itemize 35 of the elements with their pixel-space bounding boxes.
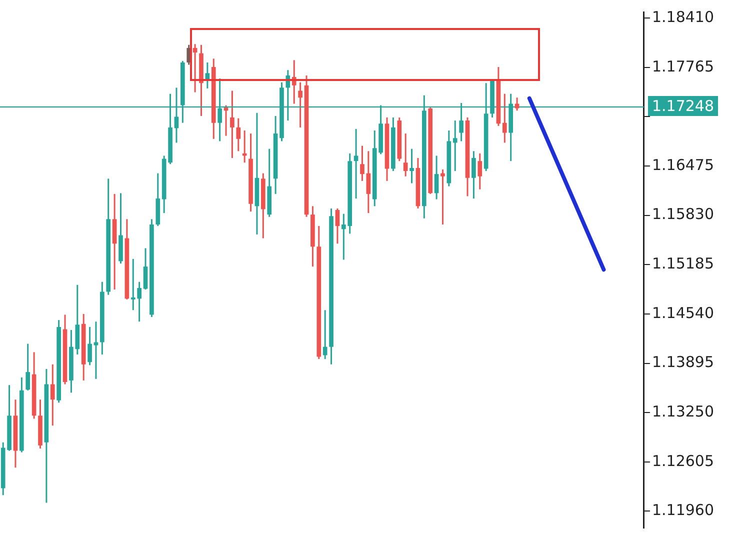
y-tick-label: 1.13250 xyxy=(652,402,714,420)
candlestick xyxy=(26,343,30,392)
candlestick xyxy=(242,130,247,164)
y-tick-label: 1.17765 xyxy=(652,57,714,76)
candlestick xyxy=(360,145,364,182)
candlestick xyxy=(50,364,55,426)
y-tick-label: 1.13895 xyxy=(652,353,714,372)
y-tick-label: 1.11960 xyxy=(652,501,714,520)
candlestick xyxy=(236,118,241,152)
candlestick xyxy=(403,132,408,178)
y-tick-label: 1.16475 xyxy=(652,156,714,174)
candlestick xyxy=(366,150,371,214)
candlestick xyxy=(94,320,98,380)
candlestick xyxy=(192,43,198,94)
candlestick xyxy=(502,93,507,144)
y-tick-label: 1.12605 xyxy=(652,452,714,470)
candlestick xyxy=(452,120,458,172)
candlestick xyxy=(478,152,482,190)
candlestick xyxy=(354,128,358,200)
candlestick xyxy=(335,208,340,244)
y-tick-label: 1.15185 xyxy=(652,254,714,273)
candlestick xyxy=(230,90,234,159)
candlestick xyxy=(434,154,439,200)
y-tick-label: 1.18410 xyxy=(652,8,714,26)
candlestick xyxy=(143,247,148,290)
y-tick-label: 1.15830 xyxy=(652,205,714,224)
candlestick xyxy=(472,150,476,200)
candlestick xyxy=(514,96,520,112)
y-tick-label: 1.14540 xyxy=(652,304,714,322)
candlestick xyxy=(224,104,228,137)
candlestick xyxy=(88,326,92,366)
candlestick xyxy=(298,82,302,128)
candlestick xyxy=(440,168,445,226)
candlestick xyxy=(410,148,414,184)
ref-line-label: 1.17248 xyxy=(652,96,714,115)
